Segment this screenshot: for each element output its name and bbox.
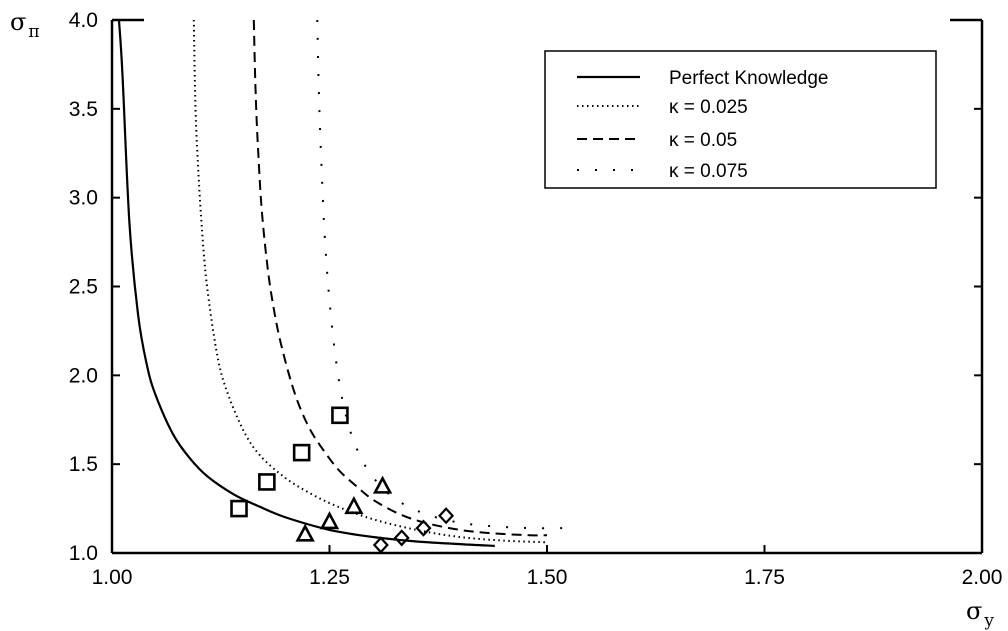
x-axis-title-sub: y — [983, 611, 994, 631]
series-line-2 — [252, 19, 548, 537]
triangle-marker — [344, 496, 364, 515]
x-tick-label: 1.25 — [309, 566, 350, 589]
square-marker — [292, 443, 311, 462]
triangle-marker — [372, 475, 393, 494]
diamond-marker — [372, 536, 389, 554]
diamond-marker — [393, 529, 410, 547]
diamond-marker — [438, 507, 455, 525]
y-tick-label: 3.0 — [69, 187, 98, 210]
y-axis-title-sub: π — [28, 22, 39, 42]
legend-box — [544, 50, 937, 189]
legend-label-0: Perfect Knowledge — [669, 68, 829, 89]
legend-label-3: κ = 0.075 — [669, 161, 748, 182]
series-line-1 — [192, 19, 548, 544]
y-tick-label: 4.0 — [69, 9, 98, 32]
square-marker — [331, 406, 349, 425]
y-tick-label: 1.0 — [69, 542, 98, 565]
markers-layer — [230, 406, 455, 554]
triangle-marker — [319, 511, 340, 530]
tick-layer: 1.00 1.25 1.50 1.75 2.00 1.0 1.5 2.0 2.5 3.0 3.5 4.… — [69, 9, 1003, 589]
triangle-marker — [295, 523, 315, 542]
x-tick-label: 1.75 — [744, 566, 785, 589]
y-tick-label: 1.5 — [69, 453, 98, 476]
legend: Perfect Knowledge κ = 0.025 κ = 0.05 κ = 0.… — [544, 50, 937, 189]
diamond-marker — [415, 519, 432, 537]
square-marker — [258, 473, 276, 491]
x-tick-label: 1.00 — [92, 566, 133, 589]
y-tick-label: 3.5 — [69, 98, 98, 121]
series-line-0 — [117, 19, 495, 547]
y-tick-label: 2.0 — [69, 364, 98, 387]
x-tick-label: 1.50 — [527, 566, 568, 589]
square-marker — [230, 499, 248, 518]
x-axis-title-main: σ — [966, 597, 982, 625]
curves-layer — [117, 19, 565, 547]
y-axis-title-main: σ — [10, 8, 26, 36]
y-tick-label: 2.5 — [69, 276, 98, 299]
series-line-3 — [316, 19, 565, 530]
x-tick-label: 2.00 — [962, 566, 1003, 589]
legend-label-1: κ = 0.025 — [669, 97, 748, 118]
legend-label-2: κ = 0.05 — [669, 130, 737, 151]
